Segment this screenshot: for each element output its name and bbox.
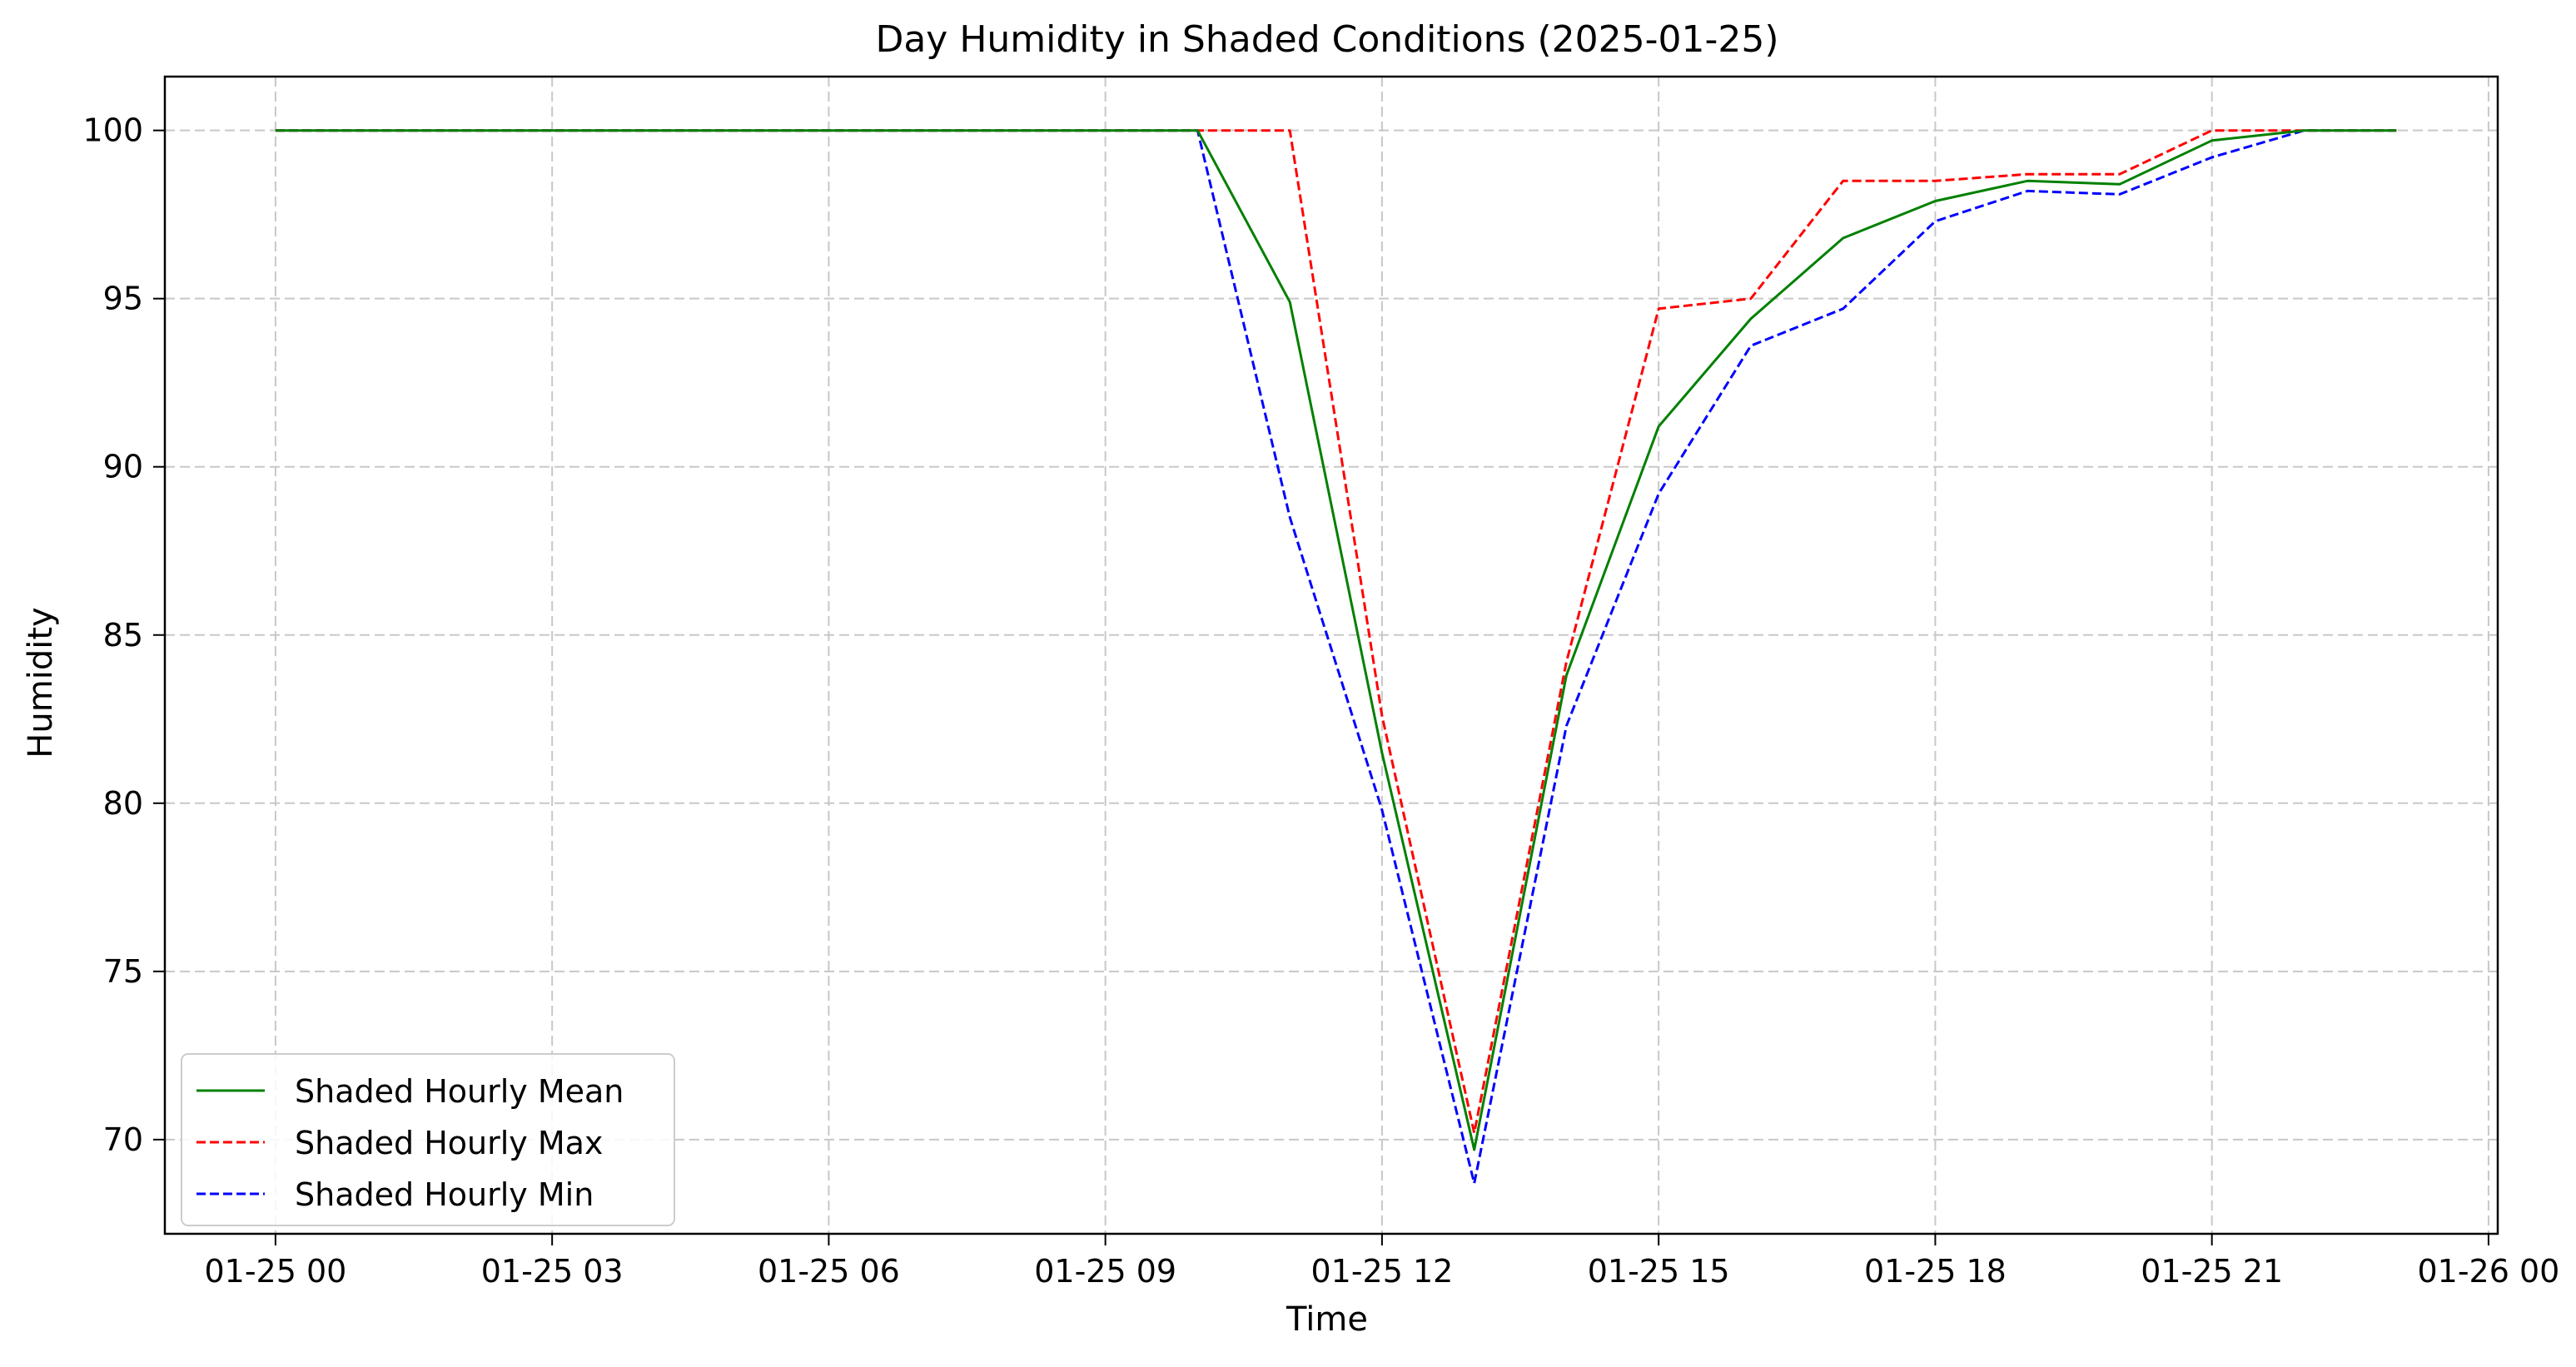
legend-box	[181, 1053, 675, 1226]
x-tick-label: 01-26 00	[2417, 1253, 2559, 1290]
series-group	[275, 129, 2397, 1185]
legend-label: Shaded Hourly Mean	[295, 1073, 624, 1110]
y-tick-label: 90	[103, 449, 143, 485]
legend-label: Shaded Hourly Max	[295, 1125, 603, 1161]
x-tick-label: 01-25 18	[1864, 1253, 2007, 1290]
x-tick-label: 01-25 21	[2141, 1253, 2283, 1290]
y-tick-label: 70	[103, 1121, 143, 1158]
x-tick-label: 01-25 09	[1034, 1253, 1176, 1290]
y-axis-label: Humidity	[22, 607, 60, 758]
y-tick-label: 75	[103, 953, 143, 990]
x-tick-label: 01-25 12	[1310, 1253, 1453, 1290]
y-tick-label: 80	[103, 785, 143, 822]
chart-title: Day Humidity in Shaded Conditions (2025-…	[875, 18, 1778, 61]
x-tick-label: 01-25 06	[758, 1253, 900, 1290]
series-line-shaded-hourly-mean	[275, 129, 2397, 1151]
x-tick-label: 01-25 00	[204, 1253, 346, 1290]
legend-label: Shaded Hourly Min	[295, 1176, 594, 1213]
x-axis-label: Time	[1286, 1300, 1368, 1339]
x-tick-label: 01-25 03	[481, 1253, 624, 1290]
y-tick-label: 100	[82, 112, 143, 149]
y-tick-label: 85	[103, 617, 143, 654]
grid	[165, 77, 2498, 1234]
x-tick-label: 01-25 15	[1588, 1253, 1730, 1290]
y-tick-label: 95	[103, 281, 143, 317]
plot-frame	[163, 75, 2499, 1235]
axis-ticks: 01-25 00 01-25 03 01-25 06 01-25 09 01-25 12…	[82, 112, 2559, 1290]
legend: Shaded Hourly Mean Shaded Hourly Max Shade…	[181, 1053, 675, 1226]
